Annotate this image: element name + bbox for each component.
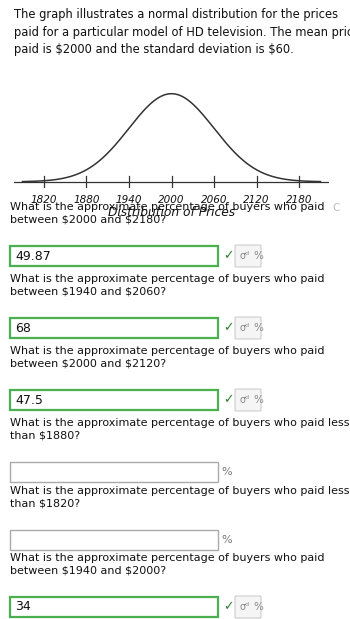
Bar — [10, 246, 218, 266]
FancyBboxPatch shape — [235, 245, 261, 267]
Text: 47.5: 47.5 — [15, 394, 43, 407]
Text: %: % — [253, 602, 263, 612]
Text: What is the approximate percentage of buyers who paid
between \$2000 and \$2180?: What is the approximate percentage of bu… — [10, 202, 324, 225]
Text: 49.87: 49.87 — [15, 249, 51, 262]
Text: σᵈ: σᵈ — [240, 602, 250, 612]
Text: What is the approximate percentage of buyers who paid
between \$2000 and \$2120?: What is the approximate percentage of bu… — [10, 346, 324, 369]
Text: %: % — [221, 467, 232, 477]
Text: %: % — [253, 251, 263, 261]
Text: C: C — [332, 203, 340, 213]
Text: ✓: ✓ — [223, 321, 233, 334]
Text: %: % — [221, 535, 232, 545]
Bar — [10, 597, 218, 617]
FancyBboxPatch shape — [235, 389, 261, 411]
FancyBboxPatch shape — [235, 596, 261, 618]
Text: What is the approximate percentage of buyers who paid
between \$1940 and \$2060?: What is the approximate percentage of bu… — [10, 274, 324, 297]
FancyBboxPatch shape — [235, 317, 261, 339]
Text: 34: 34 — [15, 600, 31, 613]
Text: What is the approximate percentage of buyers who paid less
than \$1820?: What is the approximate percentage of bu… — [10, 486, 350, 509]
Text: σᵈ: σᵈ — [240, 251, 250, 261]
Bar — [10, 318, 218, 338]
Text: ✓: ✓ — [223, 394, 233, 407]
Text: %: % — [253, 323, 263, 333]
X-axis label: Distribution of Prices: Distribution of Prices — [108, 206, 235, 219]
Bar — [10, 530, 218, 550]
Text: The graph illustrates a normal distribution for the prices
paid for a particular: The graph illustrates a normal distribut… — [14, 9, 350, 56]
Bar — [10, 462, 218, 482]
Text: %: % — [253, 395, 263, 405]
Bar — [10, 390, 218, 410]
Text: ✓: ✓ — [223, 249, 233, 262]
Text: What is the approximate percentage of buyers who paid
between \$1940 and \$2000?: What is the approximate percentage of bu… — [10, 553, 324, 576]
Text: What is the approximate percentage of buyers who paid less
than \$1880?: What is the approximate percentage of bu… — [10, 418, 350, 441]
Text: σᵈ: σᵈ — [240, 323, 250, 333]
Text: ✓: ✓ — [223, 600, 233, 613]
Text: σᵈ: σᵈ — [240, 395, 250, 405]
Text: 68: 68 — [15, 321, 31, 334]
